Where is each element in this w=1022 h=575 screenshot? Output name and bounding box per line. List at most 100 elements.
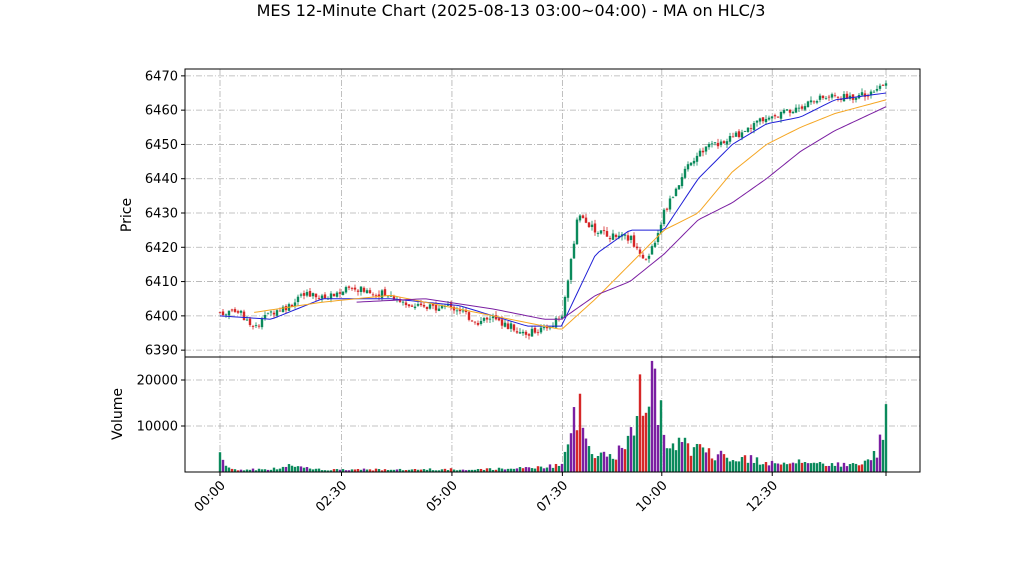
volume-bar	[488, 468, 492, 472]
candle-body	[269, 311, 273, 313]
volume-bar	[308, 468, 312, 472]
candle-body	[746, 127, 750, 132]
candle-body	[239, 310, 243, 313]
volume-bar	[608, 454, 612, 472]
candle-body	[437, 308, 441, 312]
volume-bar	[605, 456, 609, 472]
candle-body	[704, 146, 708, 152]
volume-bar	[332, 469, 336, 472]
volume-bar	[863, 460, 867, 472]
volume-bar	[407, 469, 411, 472]
volume-bar	[476, 469, 480, 472]
volume-axis-label: Volume	[110, 388, 126, 440]
volume-bar	[296, 466, 300, 472]
volume-bar	[491, 469, 495, 472]
volume-bar	[578, 393, 582, 472]
volume-bar	[434, 470, 438, 472]
volume-bar	[425, 469, 429, 472]
candle-body	[263, 314, 267, 319]
volume-bar	[419, 469, 423, 472]
volume-bar	[269, 469, 273, 472]
candle-body	[845, 93, 849, 99]
volume-bar	[251, 468, 255, 472]
volume-bar	[395, 469, 399, 472]
candle-body	[824, 97, 828, 99]
candle-body	[374, 295, 378, 297]
volume-bar	[779, 464, 783, 472]
candle-body	[401, 301, 405, 303]
candle-body	[560, 316, 564, 319]
volume-bar	[707, 448, 711, 472]
candle-body	[752, 123, 756, 130]
volume-bar	[593, 458, 597, 472]
volume-bar	[683, 437, 687, 472]
volume-bar	[473, 469, 477, 472]
candle-body	[545, 326, 549, 329]
candle-body	[659, 224, 663, 234]
moving-average-line	[254, 99, 887, 330]
candle-body	[626, 235, 630, 241]
volume-bar	[314, 468, 318, 472]
candle-body	[722, 141, 726, 144]
candle-body	[464, 309, 468, 313]
candle-body	[245, 319, 249, 321]
volume-bar	[740, 457, 744, 472]
volume-bar	[413, 468, 417, 472]
candle-body	[632, 235, 636, 247]
moving-average-line	[356, 106, 887, 320]
volume-bar	[518, 467, 522, 472]
volume-bar	[335, 469, 339, 472]
candle-body	[281, 306, 285, 313]
volume-bar	[797, 459, 801, 472]
candle-body	[719, 141, 723, 146]
candle-body	[434, 305, 438, 311]
candle-body	[701, 150, 705, 153]
candle-body	[698, 150, 702, 157]
volume-bar	[575, 430, 579, 472]
candle-body	[782, 110, 786, 114]
volume-bar	[287, 464, 291, 472]
volume-bar	[614, 459, 618, 472]
candle-body	[479, 320, 483, 324]
volume-bar	[584, 438, 588, 472]
x-tick-label: 05:00	[424, 478, 461, 515]
candle-body	[383, 289, 387, 296]
candle-body	[482, 318, 486, 321]
candle-body	[308, 290, 312, 297]
candle-body	[578, 215, 582, 221]
candle-body	[488, 318, 492, 320]
volume-bar	[878, 434, 882, 472]
candle-body	[515, 331, 519, 333]
volume-bar	[554, 463, 558, 472]
candle-body	[521, 331, 525, 334]
candle-body	[320, 295, 324, 299]
volume-bar	[716, 454, 720, 472]
volume-bar	[572, 407, 576, 472]
candle-body	[830, 94, 834, 98]
candle-body	[860, 92, 864, 96]
candle-body	[344, 287, 348, 293]
volume-bar	[725, 457, 729, 472]
price-y-tick-label: 6400	[145, 309, 178, 324]
volume-bar	[524, 467, 528, 472]
candle-body	[614, 234, 618, 237]
volume-bar	[557, 465, 561, 472]
candle-body	[410, 305, 414, 307]
candle-body	[728, 135, 732, 142]
candle-body	[365, 290, 369, 294]
volume-bar	[734, 461, 738, 472]
candle-body	[821, 95, 825, 99]
candle-body	[734, 132, 738, 137]
candle-body	[707, 144, 711, 148]
volume-bar	[437, 470, 441, 472]
volume-bar	[530, 468, 534, 472]
candle-body	[473, 321, 477, 323]
volume-bar	[539, 466, 543, 472]
volume-bar	[326, 470, 330, 472]
candle-body	[413, 306, 417, 309]
volume-bar	[440, 469, 444, 472]
volume-bar	[818, 461, 822, 472]
candle-body	[224, 314, 228, 316]
candle-body	[341, 291, 345, 295]
candle-body	[542, 327, 546, 329]
